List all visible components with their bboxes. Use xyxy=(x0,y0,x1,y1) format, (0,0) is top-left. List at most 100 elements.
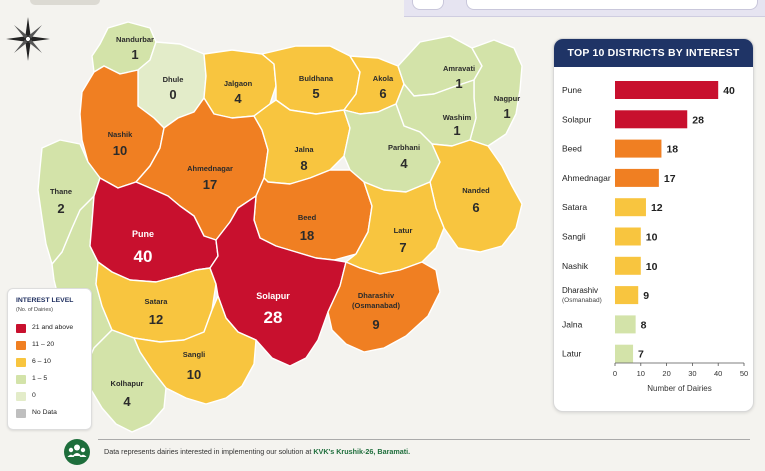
district-label-latur: Latur xyxy=(394,226,413,235)
district-label-pune: Pune xyxy=(132,229,154,239)
district-label-thane: Thane xyxy=(50,187,72,196)
district-value-amravati: 1 xyxy=(455,76,462,91)
district-value-nandurbar: 1 xyxy=(131,47,138,62)
x-tick-label: 0 xyxy=(613,369,617,378)
bar xyxy=(615,168,659,187)
x-axis-label: Number of Dairies xyxy=(647,384,711,393)
district-label-akola: Akola xyxy=(373,74,394,83)
bar-category-label: Beed xyxy=(562,144,582,154)
district-label-jalgaon: Jalgaon xyxy=(224,79,253,88)
district-label-washim: Washim xyxy=(443,113,472,122)
district-value-latur: 7 xyxy=(399,240,406,255)
district-value-kolhapur: 4 xyxy=(123,394,131,409)
district-value-satara: 12 xyxy=(149,312,163,327)
bar-value-label: 28 xyxy=(692,114,704,126)
footer-note: Data represents dairies interested in im… xyxy=(104,447,410,456)
district-value-washim: 1 xyxy=(453,123,460,138)
footer-divider xyxy=(98,439,750,440)
legend-label: 1 – 5 xyxy=(32,375,48,382)
district-value-dhule: 0 xyxy=(169,87,176,102)
bar-value-label: 10 xyxy=(646,261,658,273)
bar-category-label: Jalna xyxy=(562,319,583,329)
bar-category-label: Satara xyxy=(562,202,587,212)
bar-category-sublabel: (Osmanabad) xyxy=(562,297,602,304)
bar-value-label: 18 xyxy=(666,144,678,156)
district-label-parbhani: Parbhani xyxy=(388,143,420,152)
x-tick-label: 30 xyxy=(688,369,696,378)
district-nanded xyxy=(429,139,523,253)
bar-category-label: Dharashiv xyxy=(562,286,598,295)
bar-category-label: Pune xyxy=(562,85,582,95)
bar-category-label: Sangli xyxy=(562,232,586,242)
district-value-ahmednagar: 17 xyxy=(203,177,217,192)
people-group-icon xyxy=(64,439,90,465)
district-value-jalna: 8 xyxy=(300,158,307,173)
interest-level-legend: INTEREST LEVEL (No. of Dairies) 21 and a… xyxy=(7,288,92,430)
district-sublabel-dharashiv: (Osmanabad) xyxy=(352,301,400,310)
district-value-nanded: 6 xyxy=(472,200,479,215)
district-label-sangli: Sangli xyxy=(183,350,206,359)
top-10-districts-panel: TOP 10 DISTRICTS BY INTEREST Pune 40 Solap… xyxy=(553,38,754,412)
bar xyxy=(615,315,636,334)
bar xyxy=(615,198,646,217)
bar-value-label: 9 xyxy=(643,290,649,302)
district-label-nashik: Nashik xyxy=(108,130,133,139)
compass-rose-icon xyxy=(6,17,50,61)
bar-value-label: 17 xyxy=(664,173,676,185)
district-value-beed: 18 xyxy=(300,228,314,243)
x-tick-label: 20 xyxy=(662,369,670,378)
district-value-akola: 6 xyxy=(379,86,386,101)
district-label-jalna: Jalna xyxy=(294,145,314,154)
legend-label: 21 and above xyxy=(32,324,74,331)
district-label-satara: Satara xyxy=(145,297,169,306)
top-strip xyxy=(404,0,765,17)
legend-swatch xyxy=(16,358,26,367)
x-tick-label: 10 xyxy=(637,369,645,378)
legend-swatch xyxy=(16,392,26,401)
top-10-bar-chart: Pune 40 Solapur 28 Beed 18 Ahmednagar 17 Satara 1… xyxy=(562,81,748,393)
bar-category-label: Latur xyxy=(562,349,582,359)
district-label-solapur: Solapur xyxy=(256,291,290,301)
legend-swatch xyxy=(16,324,26,333)
bar xyxy=(615,227,641,246)
bar xyxy=(615,81,719,99)
bar-value-label: 7 xyxy=(638,349,644,361)
bar xyxy=(615,344,634,363)
legend-label: No Data xyxy=(32,409,57,416)
district-value-nagpur: 1 xyxy=(503,106,510,121)
bar-category-label: Ahmednagar xyxy=(562,173,611,183)
bar-value-label: 40 xyxy=(723,85,735,97)
district-value-solapur: 28 xyxy=(264,308,283,327)
district-value-pune: 40 xyxy=(134,247,153,266)
district-label-ahmednagar: Ahmednagar xyxy=(187,164,233,173)
district-value-thane: 2 xyxy=(57,201,64,216)
district-label-nandurbar: Nandurbar xyxy=(116,35,154,44)
district-dharashiv xyxy=(327,261,441,353)
district-value-nashik: 10 xyxy=(113,143,127,158)
district-label-dhule: Dhule xyxy=(163,75,184,84)
x-tick-label: 40 xyxy=(714,369,722,378)
footer-text: Data represents dairies interested in im… xyxy=(104,447,314,456)
district-value-parbhani: 4 xyxy=(400,156,408,171)
bar-value-label: 12 xyxy=(651,202,663,214)
bar-category-label: Solapur xyxy=(562,114,591,124)
district-jalna xyxy=(253,99,351,185)
top-left-shadow xyxy=(30,0,100,5)
bar xyxy=(615,286,639,305)
bar xyxy=(615,110,688,129)
district-label-beed: Beed xyxy=(298,213,317,222)
bar xyxy=(615,256,641,275)
district-label-dharashiv: Dharashiv xyxy=(358,291,395,300)
legend-title: INTEREST LEVEL xyxy=(16,297,74,304)
district-value-buldhana: 5 xyxy=(312,86,319,101)
bar xyxy=(615,139,662,158)
bar-category-label: Nashik xyxy=(562,261,589,271)
district-value-jalgaon: 4 xyxy=(234,91,242,106)
district-label-nagpur: Nagpur xyxy=(494,94,520,103)
footer-highlight: KVK's Krushik-26, Baramati. xyxy=(313,447,411,456)
x-tick-label: 50 xyxy=(740,369,748,378)
legend-swatch xyxy=(16,341,26,350)
district-label-kolhapur: Kolhapur xyxy=(111,379,144,388)
legend-label: 0 xyxy=(32,392,36,399)
bar-value-label: 10 xyxy=(646,232,658,244)
